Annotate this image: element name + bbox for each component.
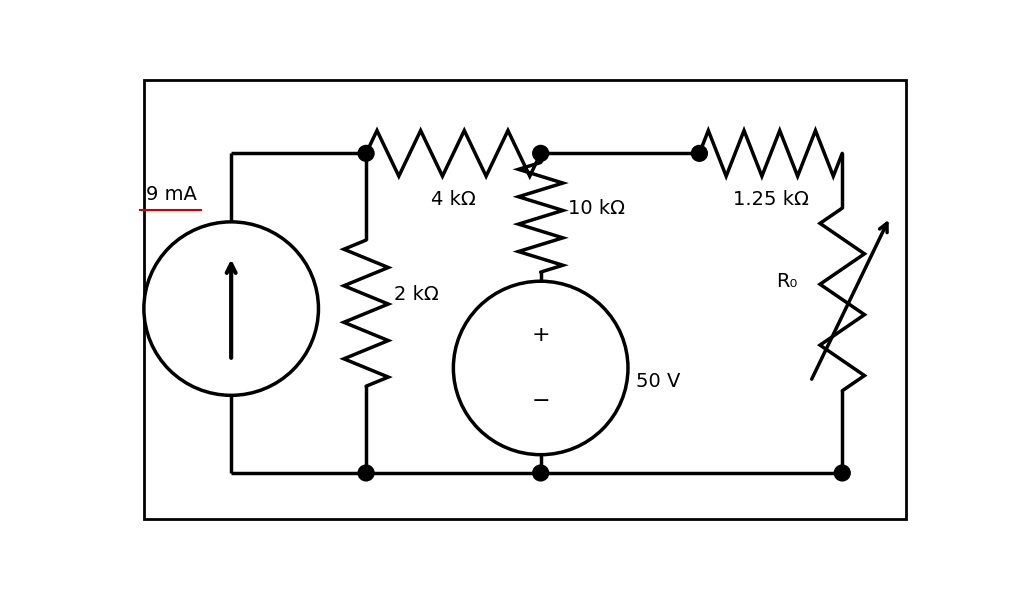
Text: +: + xyxy=(531,325,550,345)
Ellipse shape xyxy=(691,145,708,161)
Text: 50 V: 50 V xyxy=(636,372,680,391)
Ellipse shape xyxy=(835,465,850,481)
Text: 9 mA: 9 mA xyxy=(146,184,197,203)
Ellipse shape xyxy=(532,145,549,161)
Ellipse shape xyxy=(454,281,628,455)
Ellipse shape xyxy=(358,465,374,481)
Text: R₀: R₀ xyxy=(776,272,798,291)
Ellipse shape xyxy=(532,465,549,481)
Text: 10 kΩ: 10 kΩ xyxy=(568,199,626,218)
Ellipse shape xyxy=(143,222,318,396)
Text: 2 kΩ: 2 kΩ xyxy=(394,285,438,304)
Text: 1.25 kΩ: 1.25 kΩ xyxy=(733,190,809,209)
Text: −: − xyxy=(531,391,550,411)
Ellipse shape xyxy=(358,145,374,161)
Text: 4 kΩ: 4 kΩ xyxy=(431,190,476,209)
